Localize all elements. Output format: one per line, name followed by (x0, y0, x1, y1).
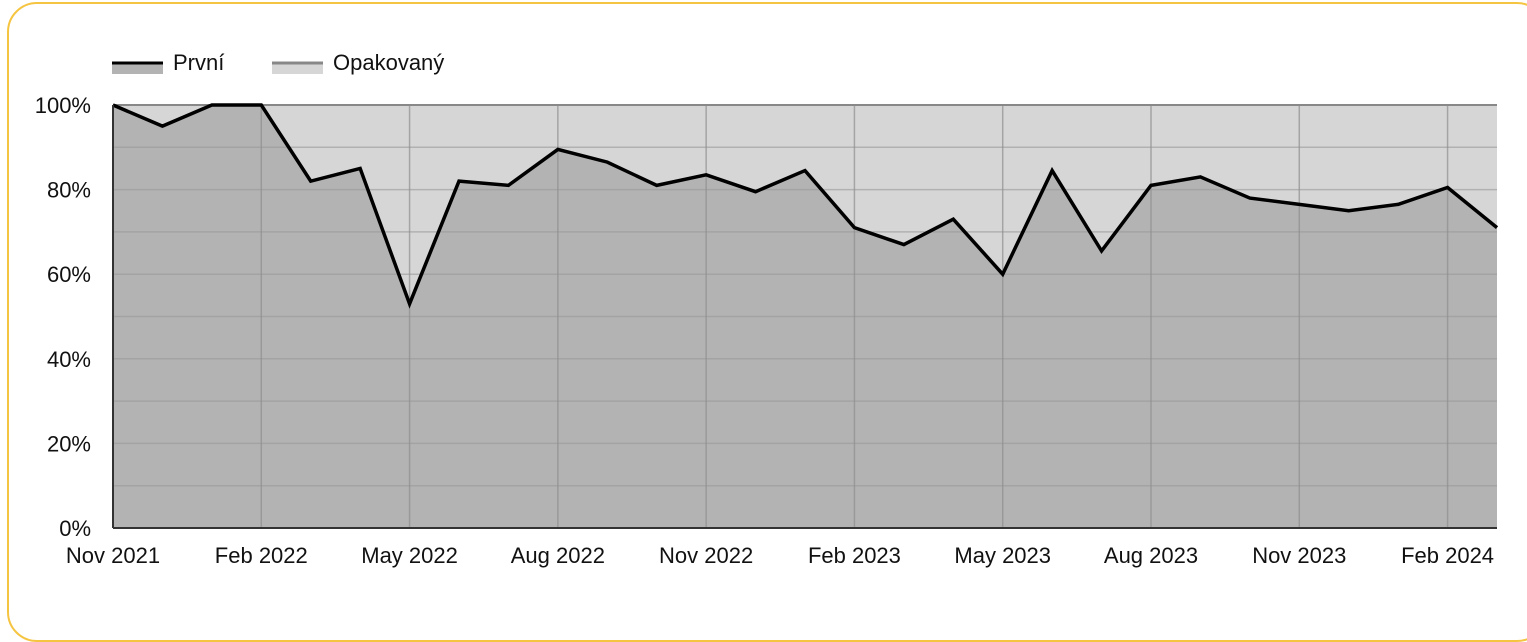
legend-swatch-fill (272, 63, 323, 74)
x-tick-label: May 2022 (361, 543, 458, 568)
x-tick-label: Aug 2022 (511, 543, 605, 568)
axis-layer: 0% 20% 40% 60% 80% 100% Nov 2021 Feb 2022 May 20… (35, 93, 1497, 568)
y-tick-label: 20% (47, 431, 91, 456)
y-tick-label: 40% (47, 347, 91, 372)
legend-label: Opakovaný (333, 50, 444, 75)
x-tick-label: Feb 2023 (808, 543, 901, 568)
legend-label: První (173, 50, 224, 75)
x-tick-label: Nov 2021 (66, 543, 160, 568)
y-tick-label: 100% (35, 93, 91, 118)
x-tick-label: May 2023 (954, 543, 1051, 568)
y-tick-label: 80% (47, 178, 91, 203)
legend: První Opakovaný (112, 50, 444, 75)
line-layer (112, 103, 1499, 309)
x-tick-label: Nov 2023 (1252, 543, 1346, 568)
x-tick-label: Nov 2022 (659, 543, 753, 568)
stacked-area-chart: 0% 20% 40% 60% 80% 100% Nov 2021 Feb 2022 May 20… (35, 50, 1499, 568)
legend-swatch-fill (112, 63, 163, 74)
y-tick-label: 0% (59, 516, 91, 541)
x-tick-label: Feb 2024 (1401, 543, 1494, 568)
series-line-prvni (112, 103, 1499, 309)
x-tick-label: Aug 2023 (1104, 543, 1198, 568)
x-tick-label: Feb 2022 (215, 543, 308, 568)
y-tick-label: 60% (47, 262, 91, 287)
